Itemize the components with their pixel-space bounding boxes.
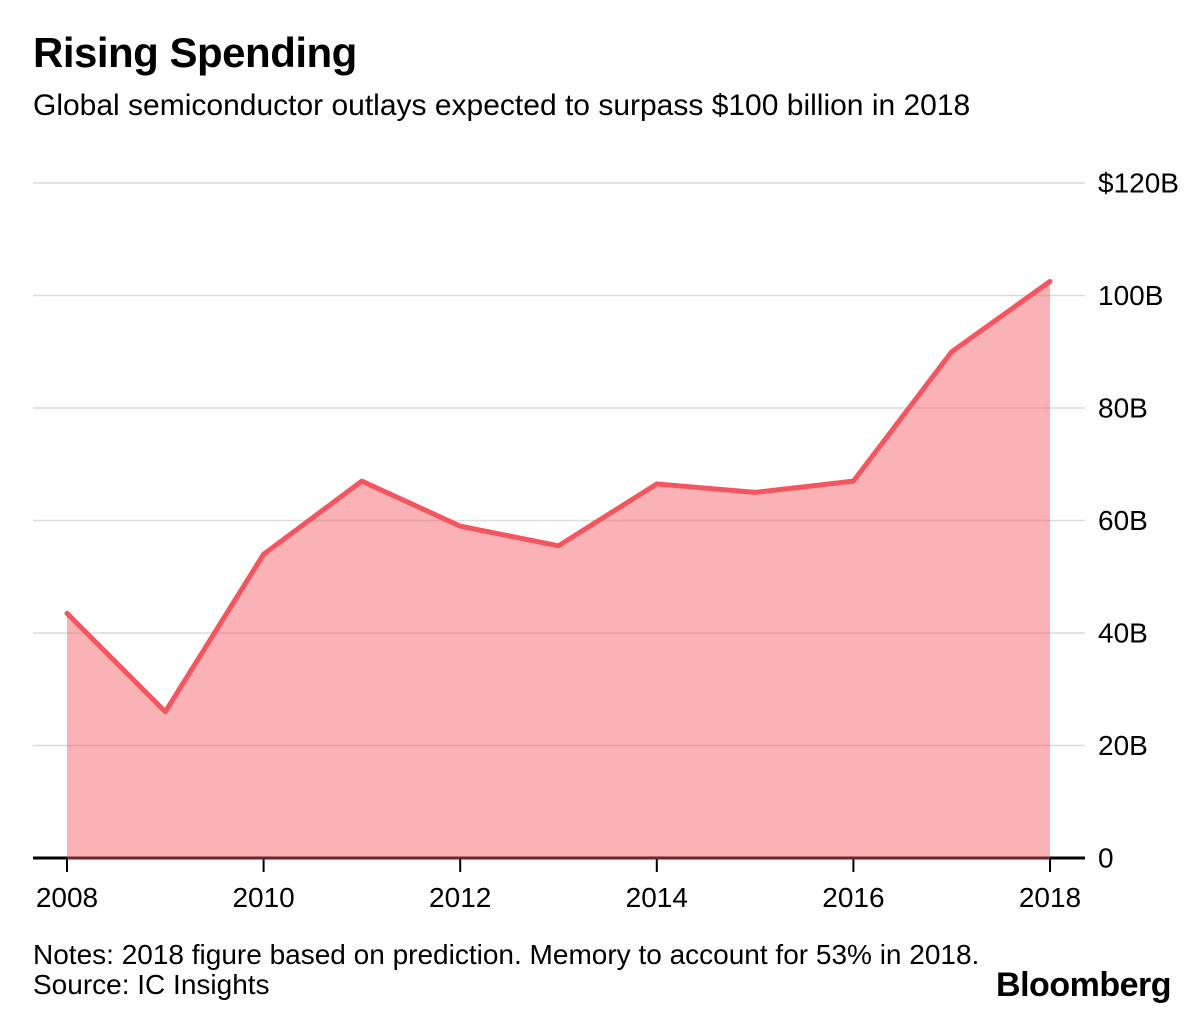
x-axis-label: 2008	[36, 882, 98, 913]
y-axis-label: 80B	[1098, 393, 1148, 424]
chart-header: Rising Spending Global semiconductor out…	[33, 29, 1133, 124]
y-axis-label: 20B	[1098, 730, 1148, 761]
bloomberg-logo: Bloomberg	[996, 966, 1171, 1004]
y-axis-label: 60B	[1098, 505, 1148, 536]
x-axis-label: 2018	[1019, 882, 1081, 913]
chart-title: Rising Spending	[33, 29, 357, 76]
y-axis-label: 40B	[1098, 618, 1148, 649]
chart-subtitle: Global semiconductor outlays expected to…	[33, 89, 971, 123]
x-axis-label: 2014	[626, 882, 688, 913]
x-axis-label: 2012	[429, 882, 491, 913]
chart-footnotes: Notes: 2018 figure based on prediction. …	[33, 940, 979, 1000]
notes-line: Notes: 2018 figure based on prediction. …	[33, 939, 980, 970]
x-axis-label: 2010	[232, 882, 294, 913]
y-axis-label: 100B	[1098, 280, 1163, 311]
x-axis-label: 2016	[822, 882, 884, 913]
y-axis-label: 0	[1098, 843, 1114, 874]
data-line	[64, 278, 1053, 715]
area-fill	[67, 281, 1050, 860]
y-axis-label: $120B	[1098, 168, 1179, 199]
source-line: Source: IC Insights	[33, 969, 270, 1000]
